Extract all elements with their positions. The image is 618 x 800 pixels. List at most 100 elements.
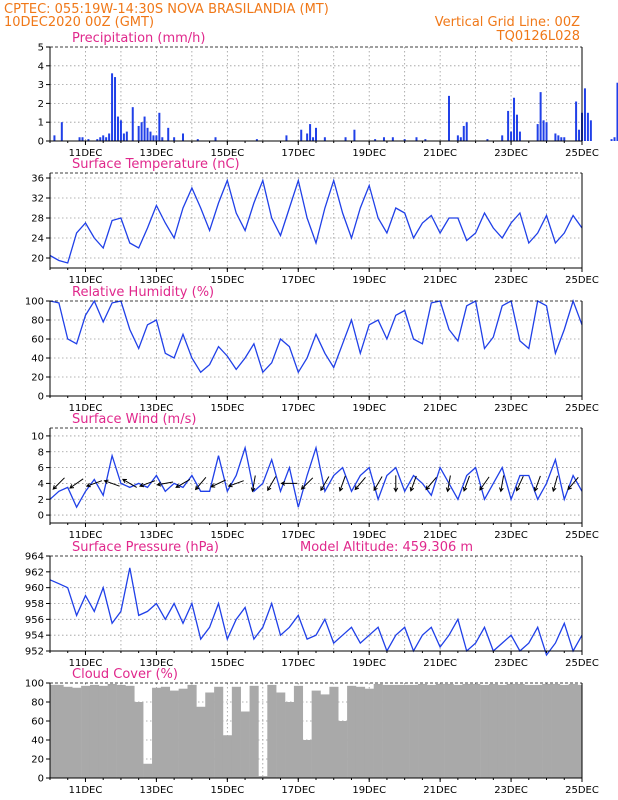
- header-line1: CPTEC: 055:19W-14:30S NOVA BRASILANDIA (…: [4, 2, 329, 17]
- precip-bar: [507, 110, 510, 141]
- cloud-cover-bar: [143, 763, 153, 778]
- cloud-cover-bar: [355, 686, 366, 778]
- precip-bar: [155, 135, 158, 141]
- cloud-cover-bar: [347, 685, 357, 778]
- precip-bar: [87, 139, 90, 141]
- precip-bar: [344, 137, 347, 141]
- cloud-cover-bar: [391, 684, 401, 778]
- y-tick-label: 32: [31, 194, 44, 205]
- precip-bar: [575, 101, 578, 141]
- cloud-cover-bar: [152, 687, 162, 778]
- cloud-cover-bar: [178, 688, 188, 778]
- wind-arrow: [300, 477, 314, 490]
- precip-bar: [486, 139, 489, 141]
- panel-4: 0 2 4 6 8 10 11DEC 13DEC 15DEC 17DEC 19DEC 21DEC 23D…: [31, 412, 599, 541]
- y-tick-label: 962: [25, 567, 44, 578]
- precip-bar: [105, 137, 108, 141]
- model-altitude: Model Altitude: 459.306 m: [300, 540, 473, 555]
- precip-bar: [542, 120, 545, 141]
- x-tick-label: 25DEC: [565, 658, 599, 669]
- cloud-cover-bar: [107, 683, 117, 778]
- x-tick-label: 21DEC: [423, 530, 457, 541]
- precip-bar: [560, 137, 563, 141]
- header-grid-note: Vertical Grid Line: 00Z: [435, 15, 580, 30]
- precip-bar: [448, 95, 450, 141]
- y-tick-label: 40: [31, 736, 44, 747]
- cloud-cover-bar: [329, 686, 339, 778]
- wind-arrow: [52, 477, 65, 490]
- x-tick-label: 23DEC: [494, 403, 528, 414]
- precip-bar: [60, 122, 63, 141]
- cloud-cover-bar: [214, 686, 224, 778]
- cloud-cover-bar: [364, 688, 374, 778]
- x-tick-label: 23DEC: [494, 658, 528, 669]
- wind-arrow: [69, 478, 84, 489]
- panel-3: 0 20 40 60 80 100 11DEC 13DEC 15DEC 17DEC 19DEC 21D…: [25, 285, 599, 414]
- precip-bar: [518, 131, 521, 141]
- y-tick-label: 8: [38, 447, 44, 458]
- cloud-cover-bar: [240, 711, 250, 778]
- wind-arrow: [250, 475, 256, 493]
- precip-bar: [510, 131, 513, 141]
- panel-title: Relative Humidity (%): [72, 285, 214, 300]
- precip-bar: [182, 133, 184, 141]
- precip-bar: [312, 137, 315, 141]
- wind-arrow: [515, 475, 524, 492]
- y-tick-label: 100: [25, 297, 44, 308]
- precip-bar: [403, 139, 406, 141]
- y-tick-label: 60: [31, 335, 44, 346]
- cloud-cover-bar: [506, 683, 516, 778]
- cloud-cover-bar: [488, 683, 499, 778]
- precip-bar: [513, 97, 516, 141]
- y-tick-label: 40: [31, 354, 44, 365]
- precip-bar: [382, 137, 385, 141]
- precip-bar: [125, 131, 128, 141]
- cloud-cover-bar: [311, 690, 321, 778]
- x-tick-label: 15DEC: [210, 275, 244, 286]
- y-tick-label: 6: [38, 463, 44, 474]
- x-tick-label: 15DEC: [210, 785, 244, 796]
- x-tick-label: 17DEC: [281, 530, 315, 541]
- cloud-cover-bar: [418, 683, 428, 778]
- y-tick-label: 0: [38, 392, 44, 403]
- cloud-cover-bar: [559, 684, 570, 778]
- cloud-cover-bar: [338, 721, 348, 778]
- cloud-cover-bar: [169, 690, 179, 778]
- x-tick-label: 25DEC: [565, 148, 599, 159]
- wind-arrow: [462, 475, 470, 492]
- x-tick-label: 23DEC: [494, 148, 528, 159]
- x-tick-label: 13DEC: [140, 403, 174, 414]
- precip-bar: [111, 73, 114, 141]
- precip-bar: [78, 137, 81, 141]
- x-tick-label: 11DEC: [69, 148, 103, 159]
- cloud-cover-bar: [400, 684, 410, 778]
- panel-5: 952 954 956 958 960 962 964 11DEC 13DEC 15DEC 17DE…: [25, 540, 599, 669]
- precip-bar: [137, 125, 140, 141]
- header-date: 10DEC2020 00Z (GMT): [4, 15, 154, 30]
- precip-bar: [53, 135, 56, 141]
- x-tick-label: 23DEC: [494, 785, 528, 796]
- precip-bar: [583, 88, 586, 141]
- precip-bar: [255, 139, 258, 141]
- precip-bar: [456, 135, 459, 141]
- precip-bar: [131, 107, 134, 141]
- x-tick-label: 17DEC: [281, 148, 315, 159]
- y-tick-label: 20: [31, 254, 44, 265]
- panel-title: Surface Pressure (hPa): [72, 540, 219, 555]
- cloud-cover-bar: [89, 684, 100, 778]
- cloud-cover-bar: [497, 684, 507, 778]
- precip-bar: [143, 116, 146, 141]
- y-tick-label: 2: [38, 495, 44, 506]
- series-line: [49, 298, 583, 374]
- wind-arrow: [567, 476, 579, 491]
- cloud-cover-bar: [426, 684, 437, 778]
- wind-arrow: [156, 481, 174, 487]
- cloud-cover-bar: [382, 684, 392, 778]
- cloud-cover-bar: [462, 683, 472, 778]
- y-tick-label: 952: [25, 647, 44, 658]
- x-tick-label: 23DEC: [494, 275, 528, 286]
- panel-6: 0 20 40 60 80 100 11DEC 13DEC 15DEC 17DEC 19DEC 21D…: [25, 667, 599, 796]
- cloud-cover-bar: [444, 683, 454, 778]
- y-tick-label: 958: [25, 599, 44, 610]
